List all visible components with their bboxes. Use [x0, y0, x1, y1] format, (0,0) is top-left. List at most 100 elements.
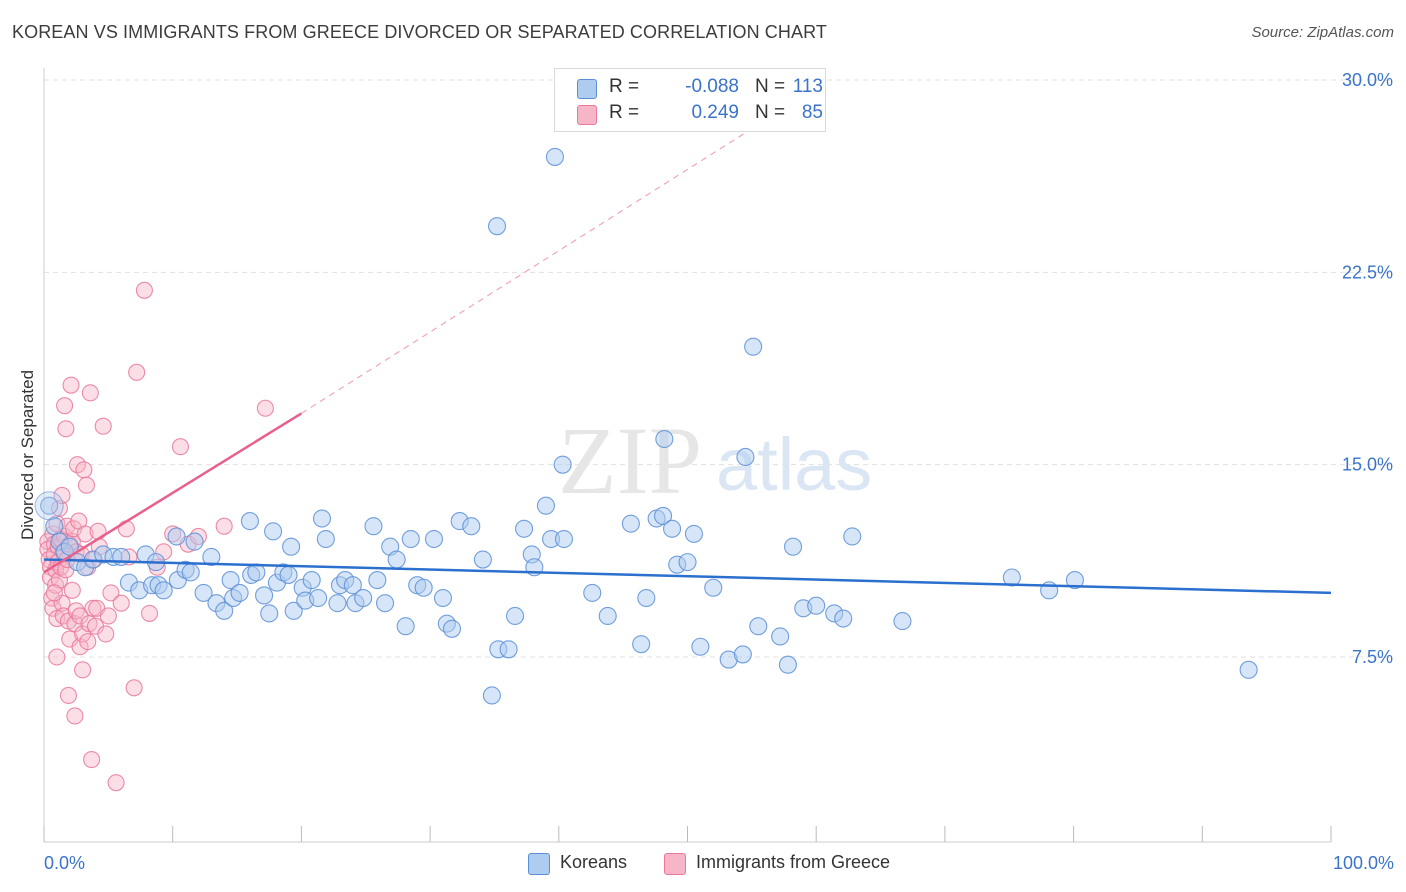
greece-point — [215, 517, 233, 535]
korean-point — [1065, 571, 1084, 590]
korean-point — [309, 588, 328, 608]
korean-trend-line — [43, 558, 1332, 595]
korean-point — [40, 496, 59, 515]
greece-point — [125, 679, 143, 697]
korean-point — [499, 640, 518, 659]
watermark: ZIP atlas — [558, 407, 872, 514]
korean-point-large — [34, 491, 64, 521]
greece-point — [135, 281, 153, 299]
legend-n-label: N = — [755, 76, 786, 97]
korean-point — [807, 596, 826, 615]
x-tick-label-max: 100.0% — [1332, 853, 1394, 873]
korean-point — [1002, 568, 1021, 587]
korean-point — [260, 604, 279, 623]
greece-point — [45, 584, 63, 602]
korean-point — [473, 550, 492, 569]
greece-point — [83, 751, 101, 769]
korean-point — [316, 529, 335, 549]
greece-point — [76, 525, 94, 543]
korean-point — [554, 529, 573, 549]
korean-point — [282, 537, 301, 556]
trend-lines — [43, 128, 1332, 595]
korean-point — [312, 509, 332, 528]
legend-n-value: 85 — [801, 102, 823, 123]
korean-point — [778, 655, 797, 674]
korean-point — [154, 581, 173, 600]
greece-point — [59, 686, 78, 705]
korean-point — [733, 645, 752, 664]
greece-point — [140, 604, 159, 622]
greece-point — [102, 584, 120, 602]
greece-point — [66, 707, 84, 725]
legend-swatch-greece — [577, 105, 597, 125]
korean-point — [328, 594, 347, 613]
series-greece-points — [39, 281, 274, 792]
korean-point — [749, 617, 768, 636]
greece-point — [112, 594, 130, 612]
korean-point — [181, 563, 200, 582]
greece-point — [84, 599, 102, 617]
korean-point — [462, 517, 481, 536]
korean-point — [1239, 660, 1258, 679]
y-tick-labels: 7.5% 15.0% 22.5% 30.0% — [1342, 70, 1393, 667]
stats-legend: R = -0.088 N = 113 R = 0.249 N = 85 — [554, 68, 826, 132]
legend-r-label: R = — [609, 102, 640, 123]
legend-swatch-koreans — [577, 79, 597, 99]
korean-point — [545, 147, 564, 166]
korean-point — [505, 606, 525, 626]
korean-point — [515, 519, 534, 538]
x-tick-label-min: 0.0% — [44, 853, 86, 873]
greece-point — [79, 633, 97, 651]
korean-point — [202, 547, 221, 567]
korean-point — [387, 550, 406, 569]
watermark-zip: ZIP — [558, 407, 702, 514]
legend-n-value: 113 — [792, 76, 823, 97]
korean-point — [632, 635, 651, 654]
greece-point — [56, 397, 74, 415]
greece-trend-line — [43, 412, 303, 574]
korean-point — [598, 606, 617, 626]
korean-point — [771, 627, 790, 646]
axis-layer — [43, 68, 1332, 843]
korean-point — [230, 583, 249, 602]
source-note[interactable]: Source: ZipAtlas.com — [1251, 24, 1394, 41]
korean-point — [834, 609, 853, 628]
greece-point — [128, 363, 146, 381]
korean-point — [621, 514, 640, 533]
greece-point — [256, 399, 274, 417]
korean-point — [691, 637, 710, 656]
bottom-legend-swatch-koreans — [528, 853, 550, 875]
greece-point — [171, 438, 189, 456]
bottom-legend-label-greece: Immigrants from Greece — [696, 852, 891, 872]
y-tick-label: 30.0% — [1342, 70, 1393, 90]
korean-point — [663, 519, 682, 538]
korean-point — [583, 583, 602, 602]
korean-point — [376, 594, 395, 613]
korean-point — [364, 517, 383, 536]
korean-point — [424, 529, 444, 549]
korean-point — [396, 617, 415, 636]
greece-point — [99, 607, 117, 625]
series-korean-points — [34, 147, 1258, 705]
greece-point — [57, 420, 75, 438]
legend-r-label: R = — [609, 76, 640, 97]
korean-point — [284, 601, 303, 620]
korean-point — [215, 601, 234, 620]
korean-point — [553, 455, 572, 474]
watermark-atlas: atlas — [716, 423, 872, 506]
korean-point — [194, 583, 213, 602]
greece-point — [53, 486, 71, 504]
y-axis-label: Divorced or Separated — [18, 369, 37, 541]
greece-point — [75, 461, 93, 479]
korean-point — [343, 576, 362, 595]
korean-point — [637, 588, 656, 608]
korean-point — [167, 527, 186, 546]
greece-trend-extension — [301, 128, 753, 414]
greece-point — [97, 625, 115, 643]
korean-point — [893, 612, 912, 631]
y-tick-label: 15.0% — [1342, 455, 1393, 475]
korean-point — [255, 586, 274, 605]
korean-point — [302, 571, 321, 590]
korean-point — [45, 517, 64, 536]
